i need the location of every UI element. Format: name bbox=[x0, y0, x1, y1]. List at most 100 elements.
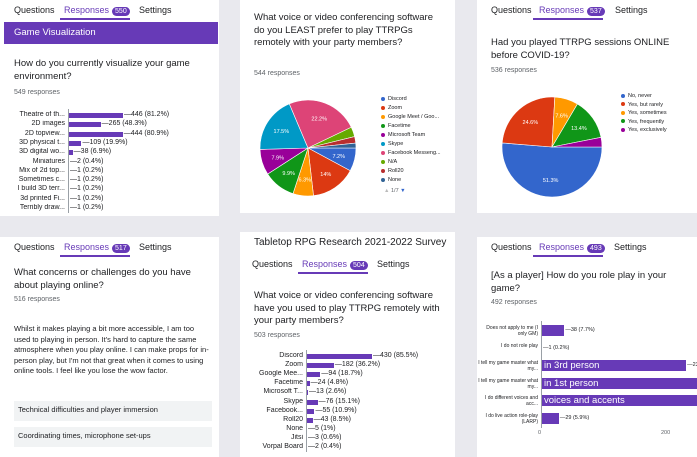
legend-pager[interactable]: ▲ 1/7 ▼ bbox=[384, 188, 406, 194]
bar-annotation: voices and accents bbox=[544, 395, 625, 406]
question-title: What voice or video conferencing softwar… bbox=[254, 12, 434, 48]
legend-item[interactable]: Yes, frequently bbox=[621, 119, 664, 125]
pie-slice bbox=[501, 96, 556, 148]
legend-swatch bbox=[621, 110, 625, 115]
section-header: Game Visualization bbox=[4, 22, 218, 44]
legend-item[interactable]: None bbox=[381, 177, 401, 183]
bar-value: —1 (0.2%) bbox=[70, 185, 104, 193]
bar-value: —265 (48.3%) bbox=[101, 120, 147, 128]
axis-tick: 200 bbox=[661, 430, 671, 436]
response-count: 516 responses bbox=[14, 296, 60, 303]
response-count-badge: 504 bbox=[350, 261, 368, 270]
bar-label: I do not role play bbox=[501, 342, 538, 349]
legend-item[interactable]: Yes, exclusively bbox=[621, 127, 667, 133]
survey-title: Tabletop RPG Research 2021-2022 Survey bbox=[254, 237, 447, 248]
text-answer: Coordinating times, microphone set-ups bbox=[14, 427, 212, 447]
legend-item[interactable]: Roll20 bbox=[381, 168, 404, 174]
bar-annotation: in 3rd person bbox=[544, 360, 600, 371]
tab-responses-label: Responses bbox=[539, 5, 585, 15]
legend-item[interactable]: Microsoft Team bbox=[381, 132, 425, 138]
tab-underline bbox=[533, 18, 603, 20]
legend-item[interactable]: Skype bbox=[381, 141, 403, 147]
panel-used-software: Tabletop RPG Research 2021-2022 Survey Q… bbox=[240, 232, 455, 457]
bar bbox=[306, 399, 318, 405]
legend-item[interactable]: Yes, sometimes bbox=[621, 110, 667, 116]
tab-settings[interactable]: Settings bbox=[139, 5, 172, 15]
legend-item[interactable]: Yes, but rarely bbox=[621, 102, 663, 108]
legend-label: N/A bbox=[388, 159, 398, 165]
response-count: 549 responses bbox=[14, 89, 60, 96]
tab-underline bbox=[60, 18, 130, 20]
pager-next-icon[interactable]: ▼ bbox=[400, 188, 406, 194]
legend-swatch bbox=[381, 177, 385, 182]
legend-item[interactable]: Facetime bbox=[381, 123, 411, 129]
tab-bar: Questions Responses 550 Settings bbox=[0, 0, 219, 20]
bar-value: —94 (18.7%) bbox=[321, 370, 363, 378]
bar-label: Jitsi bbox=[290, 433, 303, 441]
tab-settings[interactable]: Settings bbox=[614, 242, 647, 252]
tab-responses[interactable]: Responses 537 bbox=[539, 5, 605, 16]
legend-label: None bbox=[388, 177, 402, 183]
bar bbox=[68, 131, 123, 137]
bar-value: —182 (36.2%) bbox=[334, 361, 381, 369]
pager-text: 1/7 bbox=[390, 188, 399, 194]
tab-settings[interactable]: Settings bbox=[139, 242, 172, 252]
legend-swatch bbox=[381, 150, 385, 155]
tab-underline bbox=[298, 272, 368, 274]
tab-responses[interactable]: Responses 550 bbox=[64, 5, 130, 16]
legend-item[interactable]: N/A bbox=[381, 159, 397, 165]
bar-label: I build 3D terr... bbox=[17, 185, 65, 193]
tab-responses[interactable]: Responses 517 bbox=[64, 242, 130, 253]
bar-label: Skype bbox=[283, 397, 303, 405]
slice-label: 6.3% bbox=[299, 178, 312, 184]
legend-swatch bbox=[381, 132, 385, 137]
tab-settings[interactable]: Settings bbox=[377, 259, 410, 269]
tab-responses[interactable]: Responses 504 bbox=[302, 259, 368, 270]
tab-questions[interactable]: Questions bbox=[491, 5, 532, 15]
panel-played-online: Questions Responses 537 Settings Had you … bbox=[477, 0, 697, 213]
bar bbox=[306, 417, 313, 423]
bar-value: —13 (2.6%) bbox=[308, 388, 347, 396]
bar bbox=[68, 122, 101, 128]
legend-item[interactable]: Facebook Messeng... bbox=[381, 150, 441, 156]
tab-responses[interactable]: Responses 493 bbox=[539, 242, 605, 253]
legend-swatch bbox=[621, 102, 625, 107]
legend-item[interactable]: Google Meet / Goo... bbox=[381, 114, 439, 120]
response-count: 492 responses bbox=[491, 299, 537, 306]
legend-label: Facetime bbox=[388, 123, 411, 129]
bar-value: —43 (8.5%) bbox=[313, 415, 351, 423]
tab-questions[interactable]: Questions bbox=[491, 242, 532, 252]
tab-bar: Questions Responses 504 Settings bbox=[240, 254, 455, 274]
tab-responses-label: Responses bbox=[64, 242, 110, 252]
tab-questions[interactable]: Questions bbox=[14, 242, 55, 252]
bar-label: Roll20 bbox=[283, 415, 303, 423]
bar-annotation: in 1st person bbox=[544, 377, 599, 389]
pager-prev-icon[interactable]: ▲ bbox=[384, 188, 390, 194]
response-count-badge: 493 bbox=[587, 244, 605, 253]
bar-value: —446 (81.2%) bbox=[124, 111, 170, 118]
bar bbox=[541, 395, 697, 406]
bar-value: —1 (0.2%) bbox=[70, 176, 104, 184]
axis-line bbox=[306, 350, 307, 453]
legend-item[interactable]: Zoom bbox=[381, 105, 402, 111]
bar-value: —38 (7.7%) bbox=[565, 327, 595, 333]
legend-item[interactable]: No, never bbox=[621, 93, 652, 99]
legend-item[interactable]: Discord bbox=[381, 96, 407, 102]
tab-settings[interactable]: Settings bbox=[615, 5, 648, 15]
bar-value: —430 (85.5%) bbox=[373, 352, 419, 359]
bar-label: I tell my game master what my... bbox=[478, 360, 538, 372]
response-count: 544 responses bbox=[254, 70, 300, 77]
bar-label: 2D topview... bbox=[24, 129, 65, 137]
axis-line bbox=[68, 109, 69, 214]
bar bbox=[306, 372, 321, 378]
legend-swatch bbox=[381, 96, 385, 101]
bar bbox=[541, 377, 697, 389]
tab-bar: Questions Responses 537 Settings bbox=[477, 0, 697, 20]
legend-swatch bbox=[381, 123, 385, 128]
bar bbox=[68, 113, 123, 118]
legend-swatch bbox=[381, 114, 385, 119]
legend-swatch bbox=[621, 93, 625, 98]
bar-value: —1 (0.2%) bbox=[70, 166, 104, 174]
tab-questions[interactable]: Questions bbox=[252, 259, 293, 269]
tab-questions[interactable]: Questions bbox=[14, 5, 55, 15]
